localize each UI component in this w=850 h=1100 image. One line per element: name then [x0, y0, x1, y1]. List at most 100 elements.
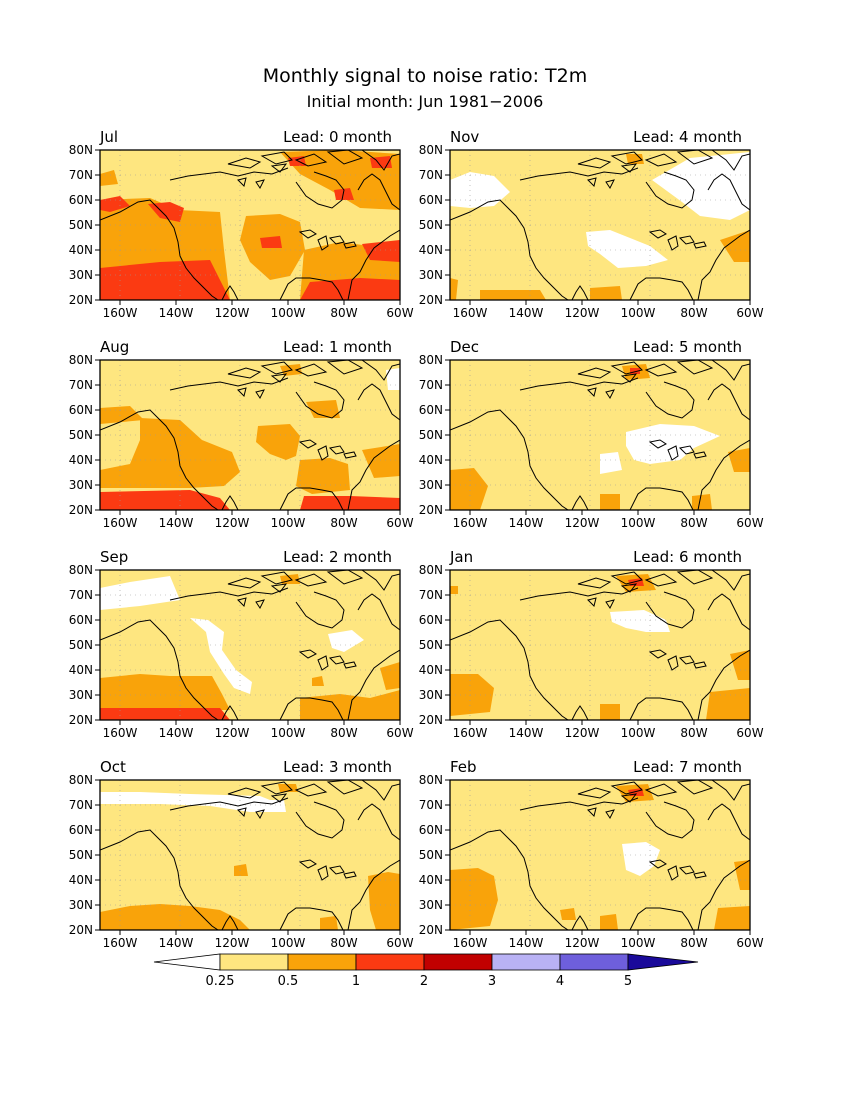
ratio-region-orange [300, 690, 400, 720]
ratio-region-white [190, 618, 252, 694]
ratio-region-orange [728, 448, 750, 472]
lon-tick-label: 140W [159, 726, 194, 740]
ratio-region-orange [450, 674, 494, 716]
lon-tick-label: 140W [509, 306, 544, 320]
lat-tick-label: 50N [69, 218, 93, 232]
ratio-region-red [100, 490, 230, 510]
colorbar-segment [355, 953, 425, 971]
ratio-region-red [100, 196, 130, 212]
lat-tick-label: 30N [69, 478, 93, 492]
colorbar-segment [559, 953, 629, 971]
lat-tick-label: 20N [69, 713, 93, 727]
ratio-region-white [622, 842, 660, 876]
ratio-region-white [610, 610, 670, 632]
lon-tick-label: 100W [271, 306, 306, 320]
lat-tick-label: 30N [69, 688, 93, 702]
ratio-region-orange [730, 650, 750, 680]
ratio-region-orange [560, 908, 576, 920]
colorbar-legend: 0.25 0.5 1 2 3 4 5 [153, 953, 699, 989]
lon-tick-label: 80W [680, 306, 707, 320]
ratio-region-white [600, 452, 622, 474]
lat-tick-label: 80N [419, 563, 443, 577]
lat-tick-label: 20N [419, 503, 443, 517]
ratio-region-red [362, 240, 400, 262]
lat-tick-label: 40N [419, 453, 443, 467]
map-panels: Jul Lead: 0 month 160W 140W 120W 100W 80W 60W 20… [69, 128, 764, 950]
ratio-region-red [100, 708, 230, 720]
lon-tick-label: 100W [271, 516, 306, 530]
lon-tick-label: 160W [453, 726, 488, 740]
colorbar-label: 2 [420, 974, 428, 989]
lat-tick-label: 60N [69, 613, 93, 627]
lat-tick-label: 20N [419, 923, 443, 937]
lon-tick-label: 140W [509, 936, 544, 950]
lat-tick-label: 60N [69, 403, 93, 417]
lat-tick-label: 60N [419, 823, 443, 837]
lon-tick-label: 60W [386, 936, 413, 950]
lon-tick-label: 60W [736, 516, 763, 530]
lat-tick-label: 30N [69, 898, 93, 912]
lat-tick-label: 70N [419, 378, 443, 392]
lon-tick-label: 80W [680, 936, 707, 950]
lon-tick-label: 160W [453, 936, 488, 950]
colorbar-low-arrow [153, 953, 221, 971]
lat-tick-label: 60N [419, 613, 443, 627]
ratio-region-red [334, 188, 354, 200]
colorbar-label: 0.5 [278, 974, 299, 989]
lat-tick-label: 50N [419, 428, 443, 442]
lat-tick-label: 60N [419, 193, 443, 207]
map-field [100, 360, 400, 510]
ratio-region-red [260, 236, 282, 248]
colorbar-segment [491, 953, 561, 971]
panel-lead-label: Lead: 3 month [283, 758, 392, 776]
lon-tick-label: 160W [103, 516, 138, 530]
colorbar-label: 0.25 [206, 974, 235, 989]
figure-subtitle: Initial month: Jun 1981−2006 [307, 92, 544, 111]
ratio-region-orange [280, 150, 400, 210]
lat-tick-label: 20N [69, 503, 93, 517]
panel-month-label: Sep [100, 548, 128, 566]
lat-tick-label: 40N [419, 663, 443, 677]
lon-tick-label: 80W [330, 516, 357, 530]
panel-lead-label: Lead: 6 month [633, 548, 742, 566]
panel-lead-label: Lead: 5 month [633, 338, 742, 356]
ratio-region-orange [450, 868, 498, 930]
lon-tick-label: 120W [215, 726, 250, 740]
ratio-region-orange [480, 290, 546, 300]
lat-tick-label: 50N [419, 638, 443, 652]
lon-tick-label: 60W [386, 306, 413, 320]
ratio-region-orange [100, 674, 230, 710]
ratio-region-red [300, 496, 400, 510]
ratio-region-white [100, 576, 180, 610]
ratio-region-orange [256, 424, 300, 460]
colorbar-label: 5 [624, 974, 632, 989]
map-panel: Jan Lead: 6 month 160W 140W 120W 100W 80W 60W 20… [419, 548, 764, 740]
panel-month-label: Oct [100, 758, 126, 776]
lat-tick-label: 70N [69, 588, 93, 602]
colorbar-segment [423, 953, 493, 971]
ratio-region-orange [692, 494, 712, 510]
ratio-region-orange [450, 586, 458, 594]
lat-tick-label: 70N [419, 798, 443, 812]
ratio-region-white [100, 792, 280, 812]
lat-tick-label: 40N [69, 663, 93, 677]
map-panel: Oct Lead: 3 month 160W 140W 120W 100W 80W 60W 20… [69, 758, 414, 950]
lat-tick-label: 40N [69, 243, 93, 257]
lon-tick-label: 100W [621, 936, 656, 950]
lat-tick-label: 70N [69, 168, 93, 182]
colorbar-label: 3 [488, 974, 496, 989]
lon-tick-label: 60W [736, 306, 763, 320]
panel-month-label: Dec [450, 338, 479, 356]
panel-lead-label: Lead: 7 month [633, 758, 742, 776]
lat-tick-label: 40N [69, 453, 93, 467]
ratio-region-orange [600, 704, 620, 720]
lat-tick-label: 80N [419, 353, 443, 367]
lat-tick-label: 30N [419, 478, 443, 492]
lon-tick-label: 60W [386, 726, 413, 740]
lon-tick-label: 60W [736, 726, 763, 740]
lat-tick-label: 80N [69, 563, 93, 577]
lon-tick-label: 60W [386, 516, 413, 530]
lon-tick-label: 120W [215, 516, 250, 530]
map-panel: Nov Lead: 4 month 160W 140W 120W 100W 80W 60W 20… [419, 128, 764, 320]
lat-tick-label: 50N [69, 428, 93, 442]
